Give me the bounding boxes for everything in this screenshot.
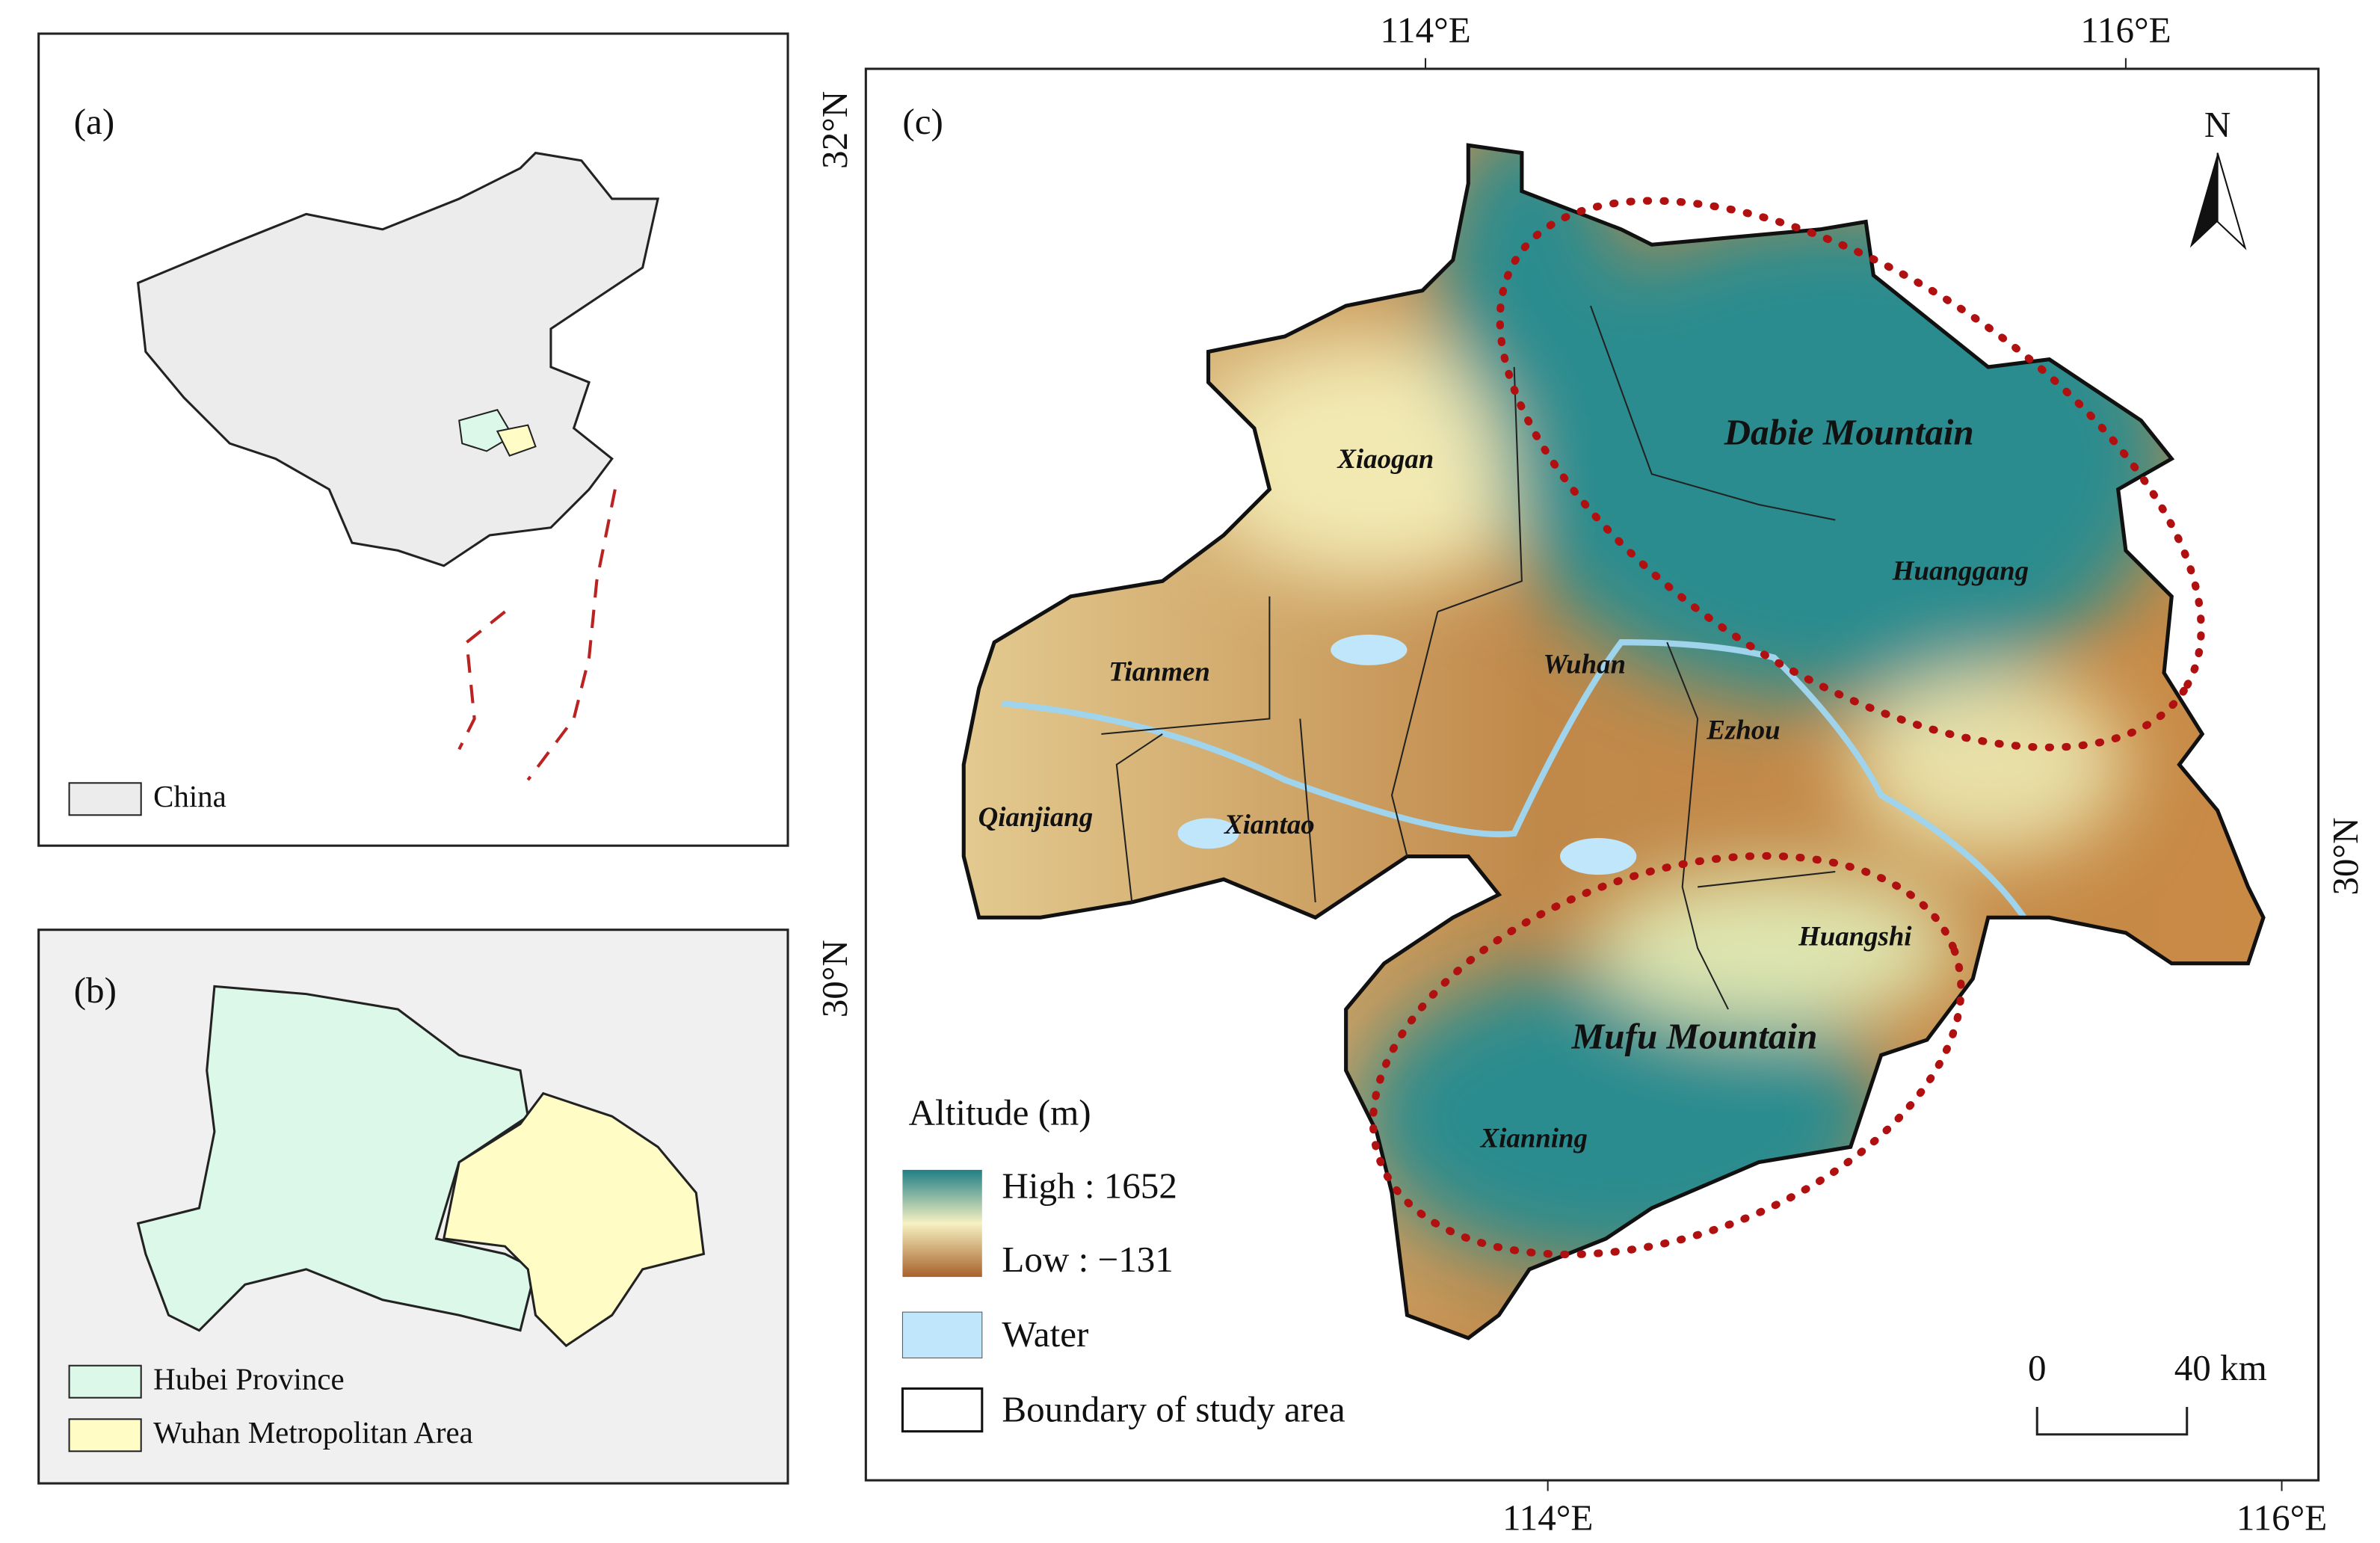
scale-bar — [2035, 1406, 2189, 1436]
legend-text: China — [153, 780, 226, 813]
dabie-outline — [1496, 197, 2205, 751]
legend-title: Altitude (m) — [909, 1092, 1091, 1133]
place-label: Qianjiang — [978, 801, 1093, 832]
nine-dash-line — [457, 489, 617, 781]
legend-swatch — [68, 1418, 142, 1453]
legend-text: Hubei Province — [153, 1363, 345, 1396]
legend-text: Wuhan Metropolitan Area — [153, 1416, 473, 1450]
wuhan-metro — [442, 1091, 706, 1348]
place-label: Xiaogan — [1337, 443, 1434, 474]
north-arrow — [2216, 153, 2247, 250]
legend-swatch — [68, 782, 142, 816]
graticule-label: 116°E — [2236, 1497, 2327, 1539]
legend-swatch — [68, 1364, 142, 1399]
legend-gradient — [902, 1169, 982, 1278]
panel-label: (b) — [74, 970, 117, 1011]
wuhan-area — [496, 424, 537, 457]
place-label: Wuhan — [1543, 648, 1626, 679]
legend-text: Water — [1002, 1313, 1088, 1355]
place-label: Tianmen — [1109, 656, 1210, 687]
mountain-label: Mufu Mountain — [1571, 1015, 1818, 1056]
graticule-label: 30°N — [814, 940, 855, 1017]
hubei-province — [136, 985, 537, 1332]
county-boundaries — [1101, 305, 1836, 1010]
scale-label: 0 — [2028, 1347, 2047, 1388]
china-outline — [136, 151, 660, 567]
scale-label: 40 km — [2174, 1347, 2267, 1388]
graticule-label: 30°N — [2325, 817, 2366, 895]
legend-swatch — [901, 1311, 983, 1358]
study-boundary — [961, 143, 2266, 1340]
graticule-label: 114°E — [1380, 9, 1470, 50]
panel-label: (a) — [74, 101, 114, 142]
legend-text: High : 1652 — [1002, 1165, 1177, 1207]
hubei — [458, 409, 514, 452]
place-label: Xianning — [1480, 1122, 1588, 1153]
graticule-label: 32°N — [814, 91, 855, 169]
legend-text: Low : −131 — [1002, 1239, 1173, 1280]
graticule-label: 116°E — [2080, 9, 2171, 50]
north-label: N — [2204, 104, 2231, 145]
legend-swatch — [901, 1387, 984, 1433]
place-label: Huangshi — [1798, 920, 1912, 951]
mufu-outline — [1369, 851, 1965, 1259]
place-label: Huanggang — [1892, 555, 2029, 586]
north-arrow — [2189, 153, 2218, 248]
legend-text: Boundary of study area — [1002, 1388, 1345, 1429]
panel-label: (c) — [902, 101, 943, 142]
place-label: Xiantao — [1224, 809, 1315, 840]
graticule-label: 114°E — [1502, 1497, 1593, 1539]
place-label: Ezhou — [1706, 714, 1780, 745]
mountain-label: Dabie Mountain — [1724, 411, 1974, 452]
